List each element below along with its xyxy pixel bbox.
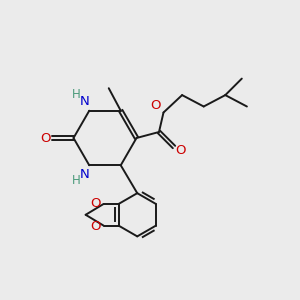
Text: N: N [80,168,90,182]
Text: O: O [90,196,101,210]
Text: N: N [80,94,90,108]
Text: O: O [90,220,101,233]
Text: O: O [41,131,51,145]
Text: H: H [72,174,81,187]
Text: O: O [175,144,186,157]
Text: H: H [72,88,81,101]
Text: O: O [150,99,160,112]
